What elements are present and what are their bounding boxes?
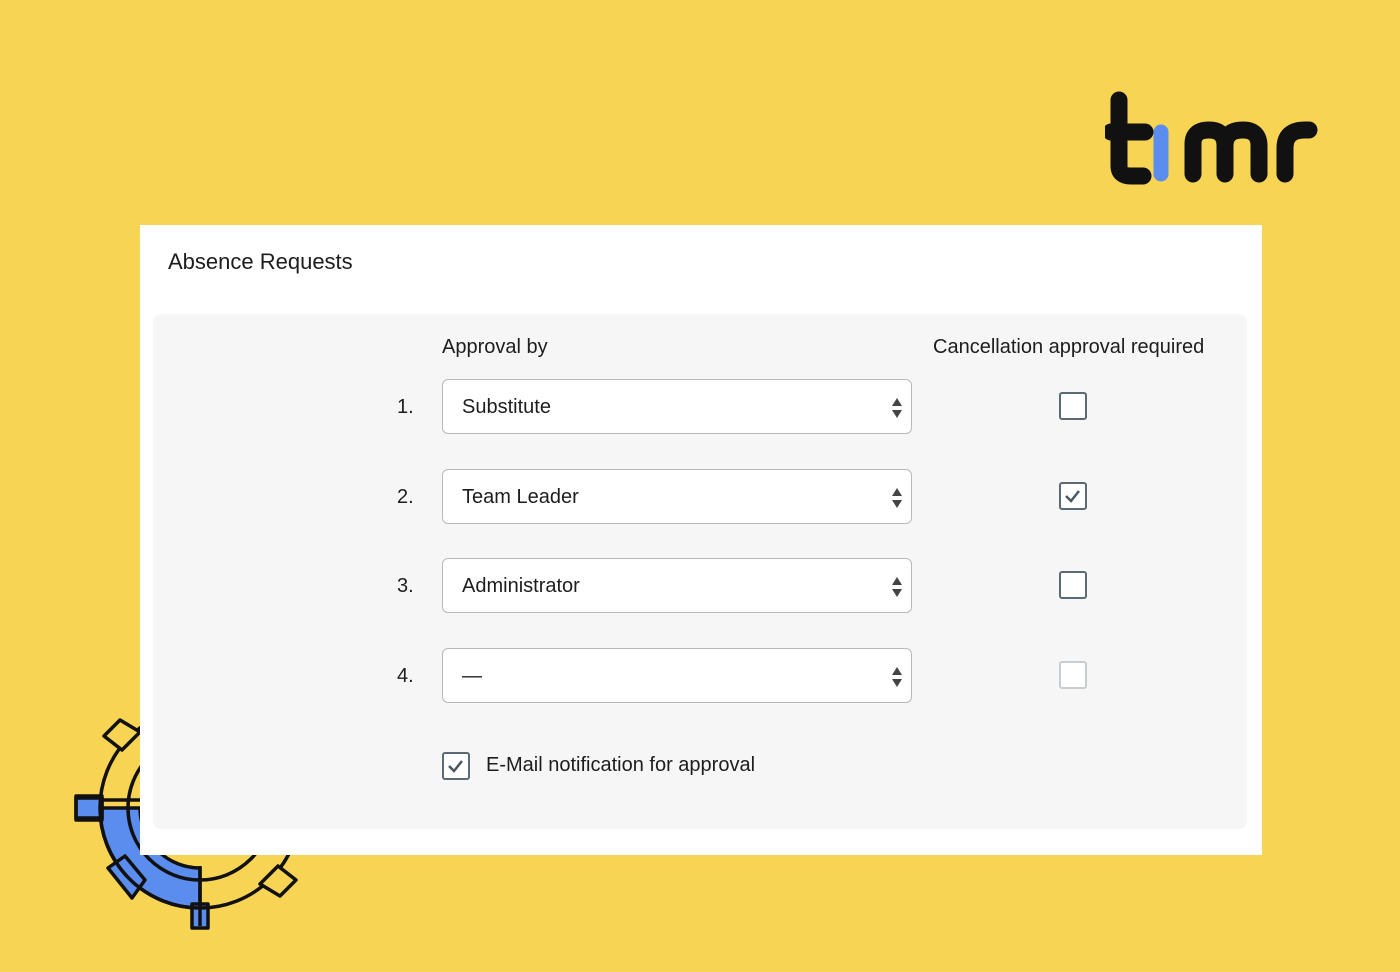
card-title: Absence Requests [168,249,353,274]
select-arrows-icon [892,577,902,597]
approval-by-header: Approval by [442,336,548,358]
email-notification-label: E-Mail notification for approval [486,754,756,776]
approval-row: 3. Administrator [153,558,1247,616]
row-number: 1. [397,396,414,418]
approval-select[interactable]: Team Leader [442,468,912,524]
approval-row: 4. — [153,647,1247,706]
row-number: 2. [397,485,414,508]
approval-select[interactable]: Substitute [442,379,912,434]
cancellation-checkbox[interactable] [1059,481,1087,510]
select-value: Substitute [462,396,551,418]
approval-row: 2. Team Leader [153,468,1247,527]
select-arrows-icon [892,666,902,687]
select-value: Administrator [462,575,580,597]
cancellation-checkbox[interactable] [1059,392,1087,420]
cancellation-header: Cancellation approval required [933,336,1205,358]
approval-row: 1. Substitute [153,379,1247,437]
gear-icon [74,706,302,930]
row-number: 4. [397,664,414,687]
absence-requests-card: Absence Requests Approval by Cancellatio… [140,225,1262,855]
row-number: 3. [397,575,414,597]
approval-select[interactable]: — [442,647,912,703]
timr-logo [1105,91,1318,185]
select-arrows-icon [892,487,902,508]
select-value: — [462,664,482,687]
approval-select[interactable]: Administrator [442,558,912,613]
email-notification-checkbox[interactable] [442,752,470,780]
select-value: Team Leader [462,485,579,508]
approval-settings-panel: Approval by Cancellation approval requir… [153,314,1247,829]
cancellation-checkbox[interactable] [1059,571,1087,599]
select-arrows-icon [892,398,902,418]
cancellation-checkbox [1059,660,1087,689]
checkmark-icon [1065,489,1080,503]
checkmark-icon [448,760,463,773]
